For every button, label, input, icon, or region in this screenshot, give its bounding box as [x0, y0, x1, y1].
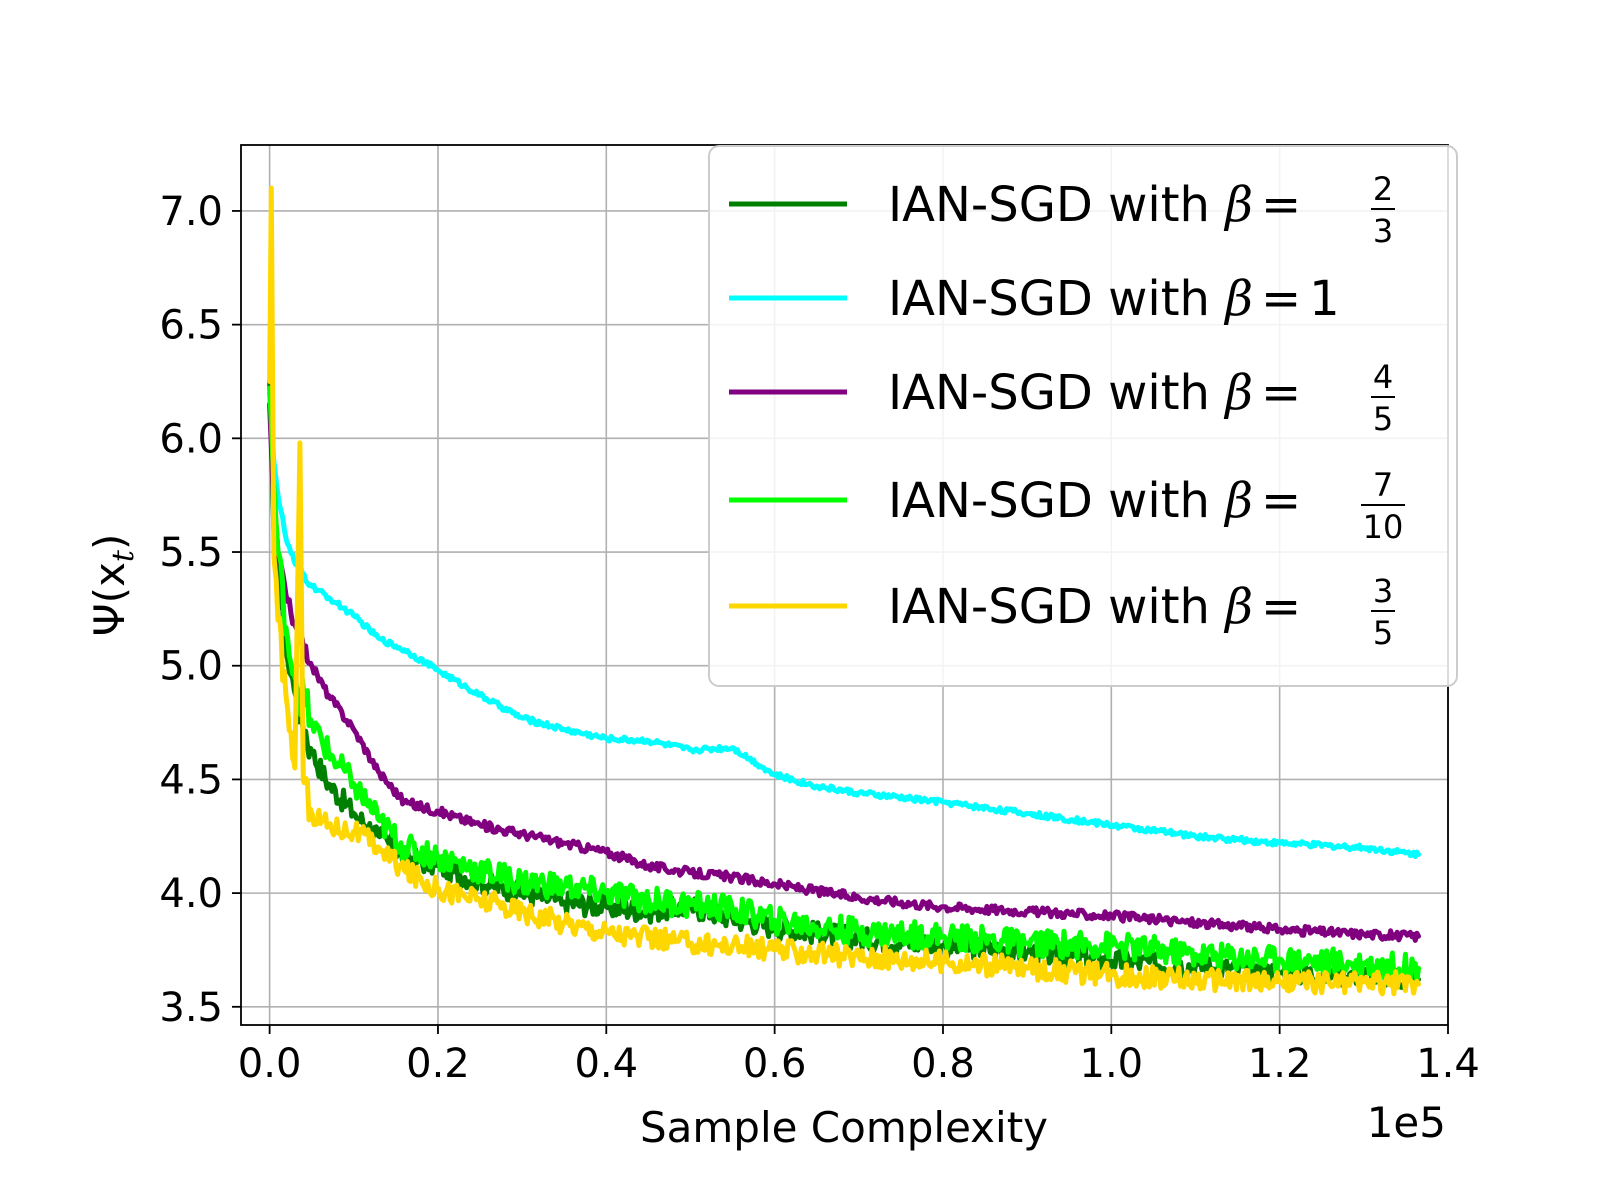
legend-frac-denominator: 5 [1373, 400, 1393, 438]
x-tick-label: 0.4 [574, 1041, 638, 1087]
legend-frac-numerator: 3 [1373, 572, 1393, 610]
legend-beta-symbol: β [1223, 177, 1253, 233]
x-tick-label: 0.6 [743, 1041, 807, 1087]
legend-frac-numerator: 4 [1373, 358, 1393, 396]
x-tick-label: 0.2 [406, 1041, 470, 1087]
legend-label-prefix: IAN-SGD with [888, 271, 1225, 327]
legend-beta-symbol: β [1223, 473, 1253, 529]
legend-label: IAN-SGD with β = [888, 177, 1301, 233]
x-tick-label: 0.8 [911, 1041, 975, 1087]
series-line-3 [267, 401, 1421, 943]
legend-label-prefix: IAN-SGD with [888, 177, 1225, 233]
legend-label-prefix: IAN-SGD with [888, 579, 1225, 635]
legend-frac-denominator: 10 [1363, 508, 1404, 546]
x-tick-label: 1.2 [1248, 1041, 1312, 1087]
x-axis-ticks: 0.0 0.2 0.4 0.6 0.8 1.0 1.2 1.4 [238, 1025, 1480, 1087]
y-tick-label: 4.0 [159, 871, 223, 917]
legend-item: IAN-SGD with β = 4 5 [729, 358, 1395, 438]
legend-item: IAN-SGD with β = 1 [729, 271, 1340, 327]
legend-frac-numerator: 2 [1373, 170, 1393, 208]
series-line-5 [267, 185, 1421, 997]
x-tick-label: 0.0 [238, 1041, 302, 1087]
series-line-2 [267, 390, 1421, 860]
x-tick-label: 1.4 [1416, 1041, 1480, 1087]
y-tick-label: 5.0 [159, 644, 223, 690]
legend-label: IAN-SGD with β = 1 [888, 271, 1340, 327]
legend-equals: = [1261, 177, 1301, 233]
legend-box [708, 145, 1458, 687]
y-axis-label-subscript: t [106, 549, 141, 562]
x-axis-label: Sample Complexity [640, 1103, 1048, 1152]
y-axis-label-base: Ψ(x [85, 562, 134, 636]
legend-equals: = [1261, 365, 1301, 421]
legend-equals: = [1261, 473, 1301, 529]
legend-item: IAN-SGD with β = 3 5 [729, 572, 1395, 652]
legend-beta-symbol: β [1223, 271, 1253, 327]
legend-label: IAN-SGD with β = [888, 365, 1301, 421]
legend-beta-symbol: β [1223, 579, 1253, 635]
x-axis-scale-label: 1e5 [1367, 1098, 1446, 1147]
legend-label: IAN-SGD with β = [888, 473, 1301, 529]
legend-frac-denominator: 3 [1373, 212, 1393, 250]
y-axis-ticks: 3.5 4.0 4.5 5.0 5.5 6.0 6.5 7.0 [159, 189, 241, 1031]
y-tick-label: 6.0 [159, 416, 223, 462]
legend-item: IAN-SGD with β = 7 10 [729, 466, 1405, 546]
y-axis-label-close: ) [85, 534, 134, 550]
legend-value: 1 [1309, 271, 1340, 327]
legend-frac-denominator: 5 [1373, 614, 1393, 652]
y-tick-label: 6.5 [159, 303, 223, 349]
legend-label: IAN-SGD with β = [888, 579, 1301, 635]
x-tick-label: 1.0 [1080, 1041, 1144, 1087]
y-tick-label: 3.5 [159, 985, 223, 1031]
legend-equals: = [1261, 271, 1301, 327]
legend-equals: = [1261, 579, 1301, 635]
y-tick-label: 5.5 [159, 530, 223, 576]
y-tick-label: 7.0 [159, 189, 223, 235]
legend-label-prefix: IAN-SGD with [888, 365, 1225, 421]
y-tick-label: 4.5 [159, 757, 223, 803]
legend-label-prefix: IAN-SGD with [888, 473, 1225, 529]
plot-series [267, 185, 1421, 997]
y-axis-label: Ψ(xt) [85, 534, 141, 637]
legend-frac-numerator: 7 [1373, 466, 1393, 504]
legend-item: IAN-SGD with β = 2 3 [729, 170, 1395, 250]
legend-beta-symbol: β [1223, 365, 1253, 421]
series-line-4 [267, 385, 1421, 984]
